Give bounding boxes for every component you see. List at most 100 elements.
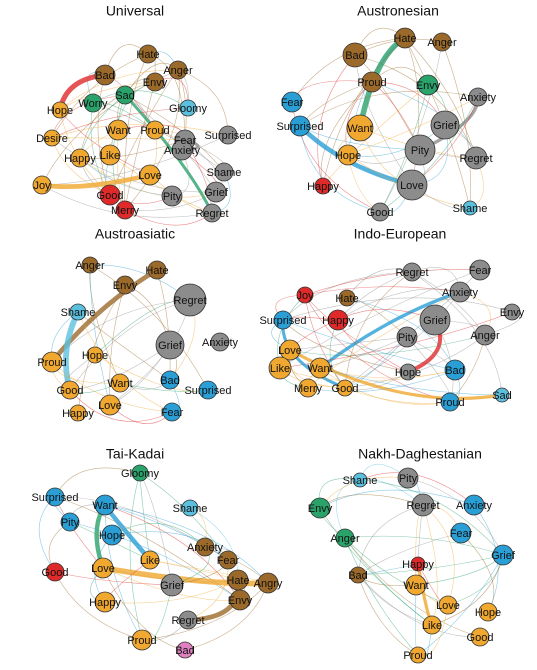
node-label: Good bbox=[42, 567, 69, 579]
node bbox=[51, 101, 69, 119]
node bbox=[218, 550, 238, 570]
node-label: Hate bbox=[145, 265, 168, 277]
node bbox=[160, 573, 184, 597]
node-label: Love bbox=[91, 563, 115, 575]
node bbox=[314, 177, 332, 195]
edge bbox=[111, 531, 229, 561]
edge bbox=[79, 157, 217, 198]
network-panel: Gloomy Surprised Want Pity Shame Hope Good Love… bbox=[31, 446, 283, 659]
node bbox=[140, 550, 160, 570]
node-label: Anxiety bbox=[202, 337, 239, 349]
edge bbox=[50, 267, 159, 364]
panel-title: Austroasiatic bbox=[95, 226, 175, 242]
node-label: Want bbox=[347, 123, 372, 135]
node-label: Proud bbox=[37, 357, 66, 369]
node-label: Hope bbox=[47, 105, 73, 117]
node-label: Like bbox=[422, 620, 442, 632]
edge bbox=[322, 37, 406, 187]
edge bbox=[304, 294, 346, 389]
edge bbox=[291, 37, 406, 103]
node bbox=[45, 562, 65, 582]
node-label: Like bbox=[140, 555, 160, 567]
node-label: Good bbox=[97, 190, 124, 202]
node bbox=[399, 363, 417, 381]
edge bbox=[51, 107, 189, 139]
node bbox=[342, 42, 368, 68]
node bbox=[309, 497, 331, 519]
edge bbox=[59, 109, 151, 176]
node bbox=[179, 99, 197, 117]
node-label: Proud bbox=[140, 125, 169, 137]
network-panel: Regret Fear Joy Hate Anxiety Envy Surprised Hap… bbox=[259, 226, 525, 412]
network-panel: Shame Pity Regret Anxiety Envy Fear Anger Grief… bbox=[308, 446, 516, 664]
edge bbox=[139, 472, 173, 586]
node bbox=[422, 615, 442, 635]
node bbox=[430, 110, 460, 140]
node-label: Fear bbox=[161, 407, 184, 419]
node-label: Fear bbox=[174, 135, 197, 147]
node bbox=[94, 64, 116, 86]
node-label: Regret bbox=[395, 267, 428, 279]
node-label: Want bbox=[107, 378, 132, 390]
edge bbox=[124, 81, 156, 211]
edge bbox=[344, 271, 413, 389]
node-label: Want bbox=[92, 500, 117, 512]
node-label: Surprised bbox=[276, 121, 323, 133]
node-label: Regret bbox=[173, 295, 206, 307]
node-label: Proud bbox=[403, 650, 432, 662]
edge bbox=[124, 53, 149, 211]
node-label: Grief bbox=[423, 315, 448, 327]
node bbox=[218, 125, 238, 145]
node-label: Want bbox=[403, 580, 428, 592]
edge bbox=[129, 472, 143, 641]
node-label: Angry bbox=[254, 578, 283, 590]
node-label: Pity bbox=[411, 145, 430, 157]
node-label: Fear bbox=[469, 265, 492, 277]
node bbox=[178, 610, 198, 630]
node bbox=[268, 356, 292, 380]
panel-title: Universal bbox=[106, 3, 164, 19]
node bbox=[45, 487, 65, 507]
edge bbox=[79, 157, 173, 197]
node bbox=[181, 499, 199, 517]
node-label: Surprised bbox=[204, 130, 251, 142]
node bbox=[110, 373, 130, 393]
node-label: Bad bbox=[95, 70, 115, 82]
node-label: Good bbox=[367, 207, 394, 219]
node bbox=[419, 304, 451, 336]
node-label: Regret bbox=[171, 615, 204, 627]
node bbox=[352, 472, 368, 488]
edge bbox=[379, 96, 479, 213]
edge bbox=[304, 269, 481, 296]
edge bbox=[344, 537, 419, 656]
node bbox=[198, 380, 218, 400]
node bbox=[279, 339, 301, 361]
node-label: Envy bbox=[228, 595, 253, 607]
node-label: Hope bbox=[395, 367, 421, 379]
edge bbox=[69, 521, 241, 601]
node bbox=[94, 591, 116, 613]
edge bbox=[357, 574, 419, 656]
node bbox=[171, 139, 193, 161]
edge bbox=[282, 319, 456, 371]
panel-title: Austronesian bbox=[357, 3, 439, 19]
node-label: Hate bbox=[226, 575, 249, 587]
edge bbox=[156, 269, 171, 381]
node-label: Pity bbox=[61, 517, 80, 529]
node bbox=[162, 402, 182, 422]
node bbox=[405, 574, 427, 596]
node bbox=[115, 85, 135, 105]
edge bbox=[38, 496, 56, 573]
node bbox=[101, 524, 123, 546]
node-label: Gloomy bbox=[121, 468, 159, 480]
node-label: Shame bbox=[343, 475, 378, 487]
edge bbox=[344, 334, 486, 389]
edge bbox=[109, 154, 213, 214]
node bbox=[94, 494, 116, 516]
edge bbox=[422, 504, 455, 606]
edge bbox=[282, 319, 409, 373]
edge bbox=[102, 567, 186, 651]
edge bbox=[54, 571, 143, 641]
node-label: Happy bbox=[62, 408, 94, 420]
edge bbox=[124, 69, 180, 211]
